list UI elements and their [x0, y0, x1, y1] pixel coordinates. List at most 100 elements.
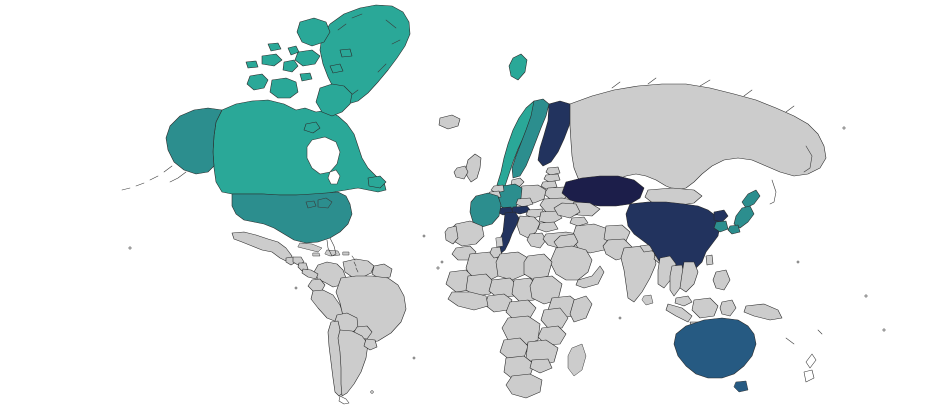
country-thailand[interactable]	[670, 265, 684, 296]
country-mongolia[interactable]	[645, 188, 702, 206]
island-melville[interactable]	[262, 54, 282, 66]
country-north-korea[interactable]	[714, 210, 728, 222]
country-south-africa[interactable]	[506, 374, 542, 398]
island-arctic-misc-1[interactable]	[288, 46, 299, 55]
country-netherlands[interactable]	[491, 185, 504, 193]
country-indonesia-sulawesi[interactable]	[720, 300, 736, 316]
coast-new-caledonia	[785, 337, 795, 345]
country-czechia[interactable]	[516, 198, 533, 207]
country-cuba[interactable]	[298, 243, 322, 252]
country-romania[interactable]	[539, 211, 562, 224]
island-banks[interactable]	[247, 74, 268, 90]
country-vietnam-laos-cambodia[interactable]	[680, 262, 698, 292]
country-myanmar[interactable]	[658, 256, 676, 288]
islet-pacific-1	[882, 328, 886, 332]
islet-azores	[422, 234, 426, 238]
country-ireland[interactable]	[454, 166, 468, 179]
country-jamaica[interactable]	[313, 253, 320, 256]
island-arctic-misc-6[interactable]	[340, 49, 352, 57]
island-arctic-misc-4[interactable]	[300, 73, 312, 81]
country-malaysia[interactable]	[675, 296, 692, 306]
country-georgia-armenia[interactable]	[570, 217, 588, 226]
region-middle-east-south-asia	[550, 224, 669, 305]
hudson-bay-inlet	[327, 169, 341, 185]
country-canada[interactable]	[213, 100, 386, 195]
country-france[interactable]	[470, 193, 501, 227]
island-sardinia[interactable]	[496, 237, 503, 247]
country-egypt[interactable]	[524, 254, 552, 280]
islet-atlantic	[436, 266, 440, 270]
country-kazakhstan[interactable]	[562, 176, 644, 206]
island-newfoundland[interactable]	[368, 176, 386, 188]
region-south-america	[308, 259, 406, 405]
country-tunisia[interactable]	[490, 247, 502, 258]
island-arctic-misc-2[interactable]	[268, 43, 281, 51]
country-hispaniola[interactable]	[325, 250, 340, 256]
country-puerto-rico[interactable]	[343, 252, 349, 255]
islet-pacific-2	[864, 294, 868, 298]
coast-sakhalin	[769, 179, 777, 205]
country-venezuela[interactable]	[343, 259, 374, 277]
country-argentina[interactable]	[338, 330, 368, 396]
country-sweden[interactable]	[512, 99, 549, 178]
island-arctic-misc-5[interactable]	[330, 64, 343, 73]
country-japan[interactable]	[742, 190, 760, 208]
region-central-america	[232, 232, 359, 279]
country-greece[interactable]	[527, 233, 546, 248]
islet-indian-ocean	[618, 316, 622, 320]
region-north-america	[121, 5, 410, 257]
country-iceland[interactable]	[439, 115, 460, 129]
islet-falklands	[370, 390, 374, 394]
coast-alaska-peninsula	[169, 171, 187, 183]
islet-pacific-3	[796, 260, 800, 264]
country-svalbard[interactable]	[509, 54, 527, 80]
country-papua-new-guinea[interactable]	[744, 304, 782, 320]
country-yemen-oman[interactable]	[576, 266, 604, 288]
island-southampton[interactable]	[304, 122, 320, 133]
country-china[interactable]	[626, 202, 720, 274]
coast-great-lakes	[305, 197, 333, 209]
country-japan-kyushu[interactable]	[728, 225, 740, 234]
country-tasmania[interactable]	[734, 381, 748, 392]
country-somalia[interactable]	[570, 296, 592, 322]
island-ellesmere[interactable]	[297, 18, 330, 46]
country-japan-honshu[interactable]	[734, 206, 754, 228]
country-west-africa-coast[interactable]	[448, 292, 488, 310]
country-turkmenistan[interactable]	[554, 203, 580, 218]
island-prince-of-wales[interactable]	[283, 60, 298, 72]
country-uruguay[interactable]	[364, 339, 377, 350]
country-bulgaria[interactable]	[538, 222, 558, 232]
country-kenya-uganda[interactable]	[541, 308, 568, 328]
country-philippines[interactable]	[713, 270, 730, 290]
country-indonesia-sumatra[interactable]	[666, 304, 692, 322]
country-saudi-arabia[interactable]	[550, 246, 592, 280]
islet-galapagos	[294, 286, 298, 290]
country-greenland[interactable]	[320, 5, 410, 104]
coast-tierra-del-fuego	[338, 395, 350, 405]
country-costa-rica-panama[interactable]	[302, 269, 318, 279]
country-australia[interactable]	[674, 318, 756, 378]
country-zimbabwe[interactable]	[530, 359, 552, 373]
island-victoria[interactable]	[270, 78, 298, 98]
country-sri-lanka[interactable]	[642, 295, 653, 305]
country-libya[interactable]	[496, 252, 528, 280]
coast-russia-arctic	[611, 77, 795, 113]
island-arctic-misc-3[interactable]	[246, 61, 258, 68]
country-madagascar[interactable]	[568, 344, 586, 376]
country-mali[interactable]	[466, 274, 494, 296]
country-guyanas[interactable]	[372, 264, 392, 279]
region-east-asia	[626, 190, 760, 274]
country-indonesia-borneo[interactable]	[692, 298, 718, 318]
country-united-states[interactable]	[232, 192, 352, 243]
islet-south-atlantic	[412, 356, 416, 360]
region-russia-central-asia	[554, 77, 826, 226]
island-baffin[interactable]	[316, 84, 352, 116]
island-devon[interactable]	[295, 50, 320, 66]
country-portugal[interactable]	[445, 226, 458, 244]
coast-aleutians	[121, 165, 173, 191]
country-south-korea[interactable]	[714, 221, 728, 232]
country-taiwan[interactable]	[706, 255, 713, 265]
country-alaska[interactable]	[166, 108, 222, 174]
